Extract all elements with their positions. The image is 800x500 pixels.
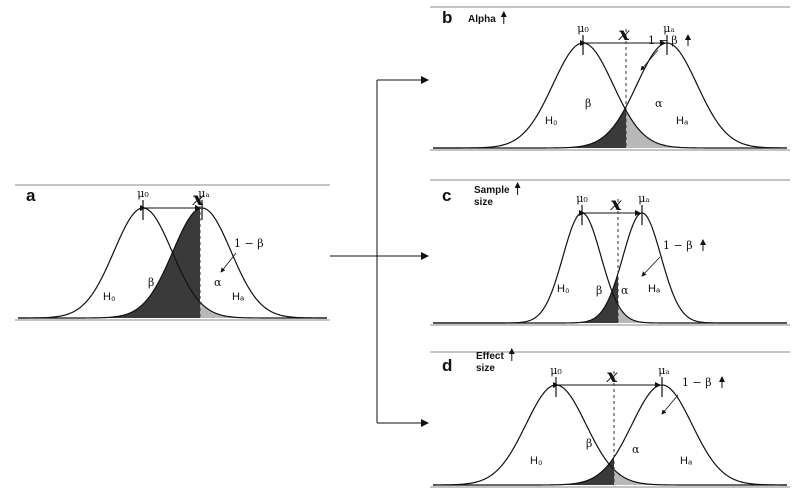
panel-letter: b [442, 8, 452, 27]
beta-label: β [585, 97, 591, 110]
beta-region [566, 273, 618, 323]
power-pointer [220, 252, 237, 273]
connector-arrows [330, 76, 429, 427]
mua-label: μₐ [658, 364, 669, 377]
mua-label: μₐ [198, 187, 209, 200]
ha-curve [433, 212, 787, 324]
beta-label: β [596, 284, 602, 297]
h0-label: H₀ [557, 283, 570, 295]
power-label: 1 − β [234, 237, 264, 250]
panel-letter: d [442, 356, 452, 375]
alpha-label: α [655, 97, 663, 110]
beta-region [542, 457, 614, 485]
ha-curve [433, 384, 787, 486]
panel-a: μ₀ μₐx 1 − β β α H₀ Hₐ a [15, 184, 330, 321]
ha-curve [18, 207, 327, 319]
ha-label: Hₐ [232, 291, 245, 303]
h0-label: H₀ [545, 115, 558, 127]
power-pointer [640, 49, 659, 71]
alpha-region [614, 469, 676, 485]
ha-label: Hₐ [676, 115, 689, 127]
mua-label: μₐ [638, 192, 649, 205]
panel-title-line: Sample [474, 185, 510, 196]
panel-title-line: Effect [476, 351, 504, 362]
mu0-label: μ₀ [577, 22, 589, 35]
beta-region [547, 106, 626, 148]
mua-label: μₐ [663, 22, 674, 35]
h0-curve [432, 384, 787, 486]
critical-value-label: x [191, 188, 204, 210]
alpha-label: α [214, 276, 222, 289]
power-pointer [661, 394, 679, 415]
ha-label: Hₐ [648, 283, 661, 295]
h0-label: H₀ [530, 455, 543, 467]
h0-label: H₀ [103, 291, 116, 303]
alpha-region [626, 110, 703, 148]
beta-region [86, 208, 200, 318]
alpha-region [200, 302, 259, 318]
mu0-label: μ₀ [550, 364, 562, 377]
alpha-label: α [621, 284, 629, 297]
panel-letter: a [26, 186, 36, 205]
ha-label: Hₐ [680, 455, 693, 467]
critical-value-label: x [617, 23, 630, 45]
panel-title-line: size [474, 197, 493, 208]
h0-curve [433, 42, 787, 149]
panel-title-line: size [476, 363, 495, 374]
panel-letter: c [442, 186, 451, 205]
panel-title-line: Alpha [468, 14, 496, 25]
ha-curve [433, 42, 787, 149]
alpha-label: α [632, 443, 640, 456]
power-label: 1 − β [682, 376, 712, 389]
alpha-region [618, 304, 658, 323]
power-label: 1 − β [663, 239, 693, 252]
beta-label: β [586, 437, 592, 450]
power-label: 1 − β [648, 34, 678, 47]
power-pointer [641, 256, 661, 277]
critical-value-label: x [609, 193, 622, 215]
critical-value-label: x [605, 365, 618, 387]
mu0-label: μ₀ [576, 192, 588, 205]
panel-b: μ₀ μₐ x 1 − β β α H₀ Hₐ b Alpha [430, 6, 790, 151]
beta-label: β [148, 276, 154, 289]
mu0-label: μ₀ [137, 187, 149, 200]
